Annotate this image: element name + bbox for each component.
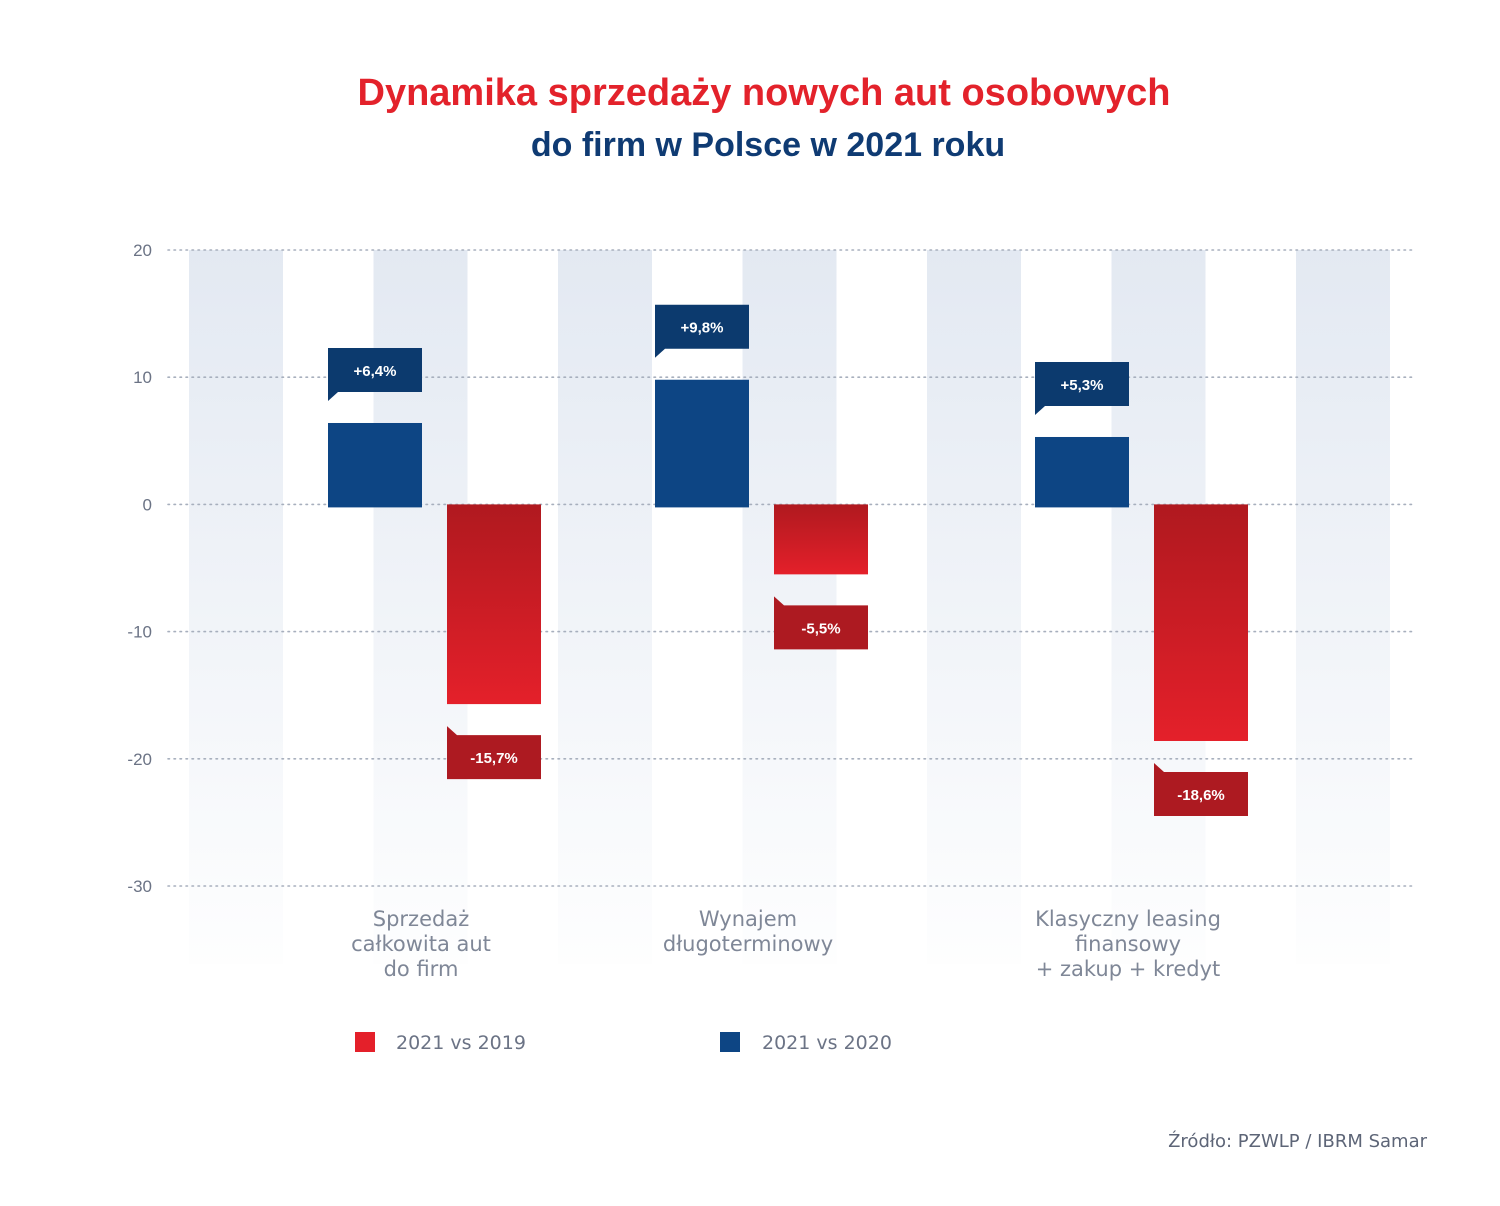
data-label-2021-vs-2020: +5,3% [1061, 377, 1104, 394]
category-label: całkowita aut [351, 932, 491, 956]
bar-2021-vs-2019 [774, 504, 868, 575]
data-label-2021-vs-2020: +6,4% [354, 363, 397, 380]
chart-subtitle: do firm w Polsce w 2021 roku [531, 126, 1005, 164]
legend-swatch-2021-vs-2020 [720, 1032, 740, 1052]
data-label-2021-vs-2019: -15,7% [470, 750, 518, 767]
category-label: długoterminowy [663, 932, 833, 956]
label-box-2021-vs-2019 [447, 726, 541, 780]
y-tick-label: 0 [143, 495, 152, 514]
data-labels: +6,4% -15,7% +9,8% -5,5% +5,3% -18,6% [328, 304, 1248, 816]
category-label: Klasyczny leasing [1035, 907, 1221, 931]
category-label: + zakup + kredyt [1036, 957, 1221, 981]
background-band [558, 250, 652, 964]
label-box-2021-vs-2020 [328, 347, 422, 401]
legend-label-2021-vs-2020: 2021 vs 2020 [762, 1032, 892, 1054]
bar-2021-vs-2020 [655, 379, 749, 508]
bar-2021-vs-2019 [447, 504, 541, 705]
label-box-2021-vs-2019 [774, 596, 868, 650]
bar-2021-vs-2019 [1154, 504, 1248, 741]
bars [328, 379, 1248, 741]
y-tick-label: 10 [133, 368, 152, 387]
label-box-2021-vs-2019 [1154, 762, 1248, 816]
bar-2021-vs-2020 [1035, 436, 1129, 508]
background-band [189, 250, 283, 964]
legend-swatch-2021-vs-2019 [355, 1032, 375, 1052]
legend-label-2021-vs-2019: 2021 vs 2019 [396, 1032, 526, 1054]
bar-2021-vs-2020 [328, 422, 422, 508]
data-label-2021-vs-2019: -18,6% [1177, 787, 1225, 804]
source-note: Źródło: PZWLP / IBRM Samar [1168, 1130, 1427, 1152]
y-axis-ticks: 20 10 0 -10 -20 -30 [127, 241, 152, 896]
category-label: Sprzedaż [373, 907, 469, 931]
y-tick-label: 20 [133, 241, 152, 260]
category-label: finansowy [1075, 932, 1181, 956]
data-label-2021-vs-2020: +9,8% [681, 320, 724, 337]
legend: 2021 vs 2019 2021 vs 2020 [355, 1032, 892, 1054]
background-band [1296, 250, 1390, 964]
category-label: Wynajem [699, 907, 797, 931]
background-band [927, 250, 1021, 964]
data-label-2021-vs-2019: -5,5% [801, 620, 840, 637]
label-box-2021-vs-2020 [1035, 361, 1129, 415]
y-tick-label: -20 [127, 750, 152, 769]
chart-title: Dynamika sprzedaży nowych aut osobowych [358, 72, 1171, 114]
category-label: do firm [384, 957, 459, 981]
label-box-2021-vs-2020 [655, 304, 749, 358]
y-tick-label: -30 [127, 877, 152, 896]
y-tick-label: -10 [127, 623, 152, 642]
